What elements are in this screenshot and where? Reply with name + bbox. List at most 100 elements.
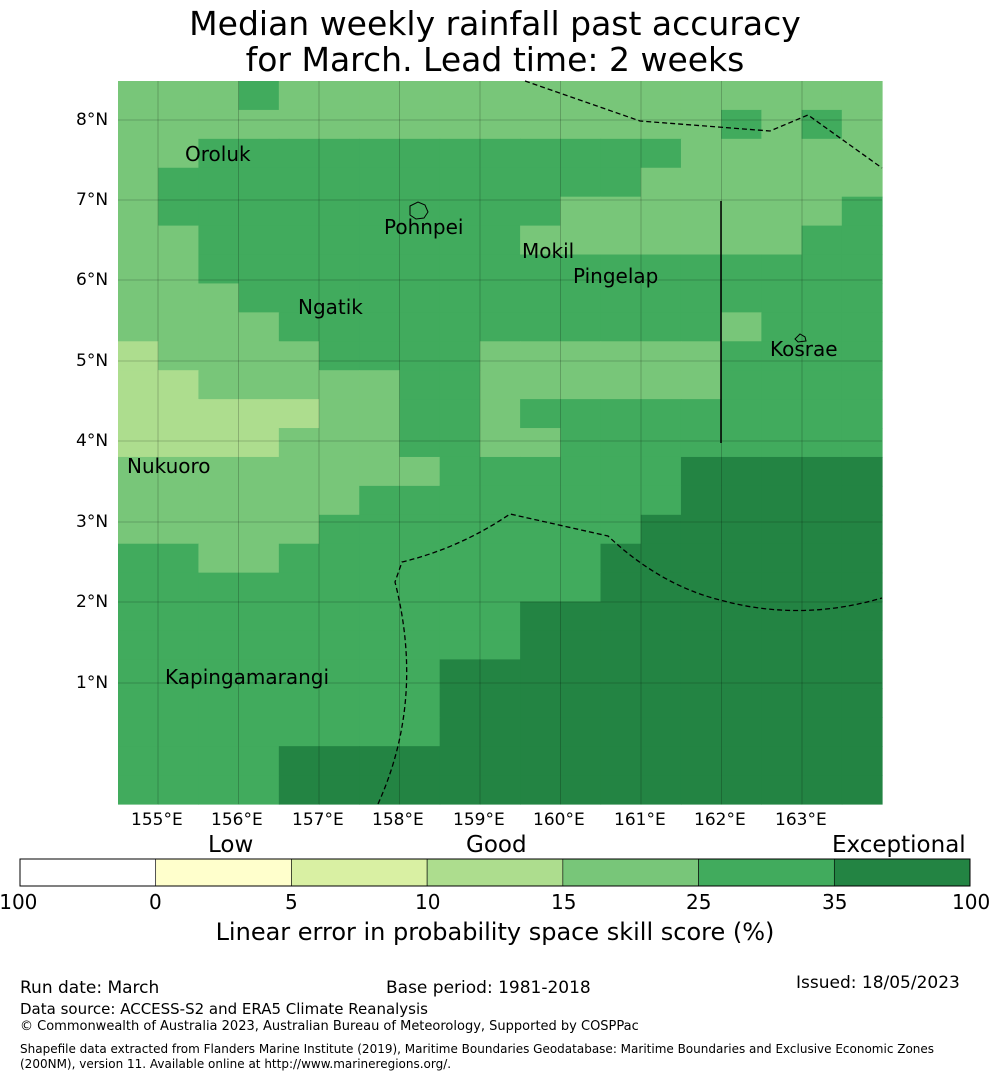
colorbar-segment bbox=[833, 858, 971, 887]
skill-cell bbox=[238, 196, 280, 227]
skill-cell bbox=[278, 456, 320, 487]
skill-cell bbox=[158, 254, 200, 285]
skill-cell bbox=[399, 717, 441, 747]
skill-cell bbox=[479, 688, 521, 718]
skill-cell bbox=[520, 81, 561, 111]
skill-cell bbox=[520, 601, 561, 632]
skill-cell bbox=[520, 283, 561, 313]
skill-cell bbox=[319, 456, 360, 487]
skill-cell bbox=[359, 428, 401, 458]
skill-cell bbox=[600, 717, 642, 747]
skill-cell bbox=[560, 138, 602, 169]
skill-cell bbox=[439, 428, 481, 458]
skill-cell bbox=[238, 399, 280, 429]
skill-cell bbox=[761, 254, 803, 285]
skill-cell bbox=[721, 428, 762, 458]
skill-cell bbox=[118, 428, 159, 458]
skill-cell bbox=[238, 428, 280, 458]
skill-cell bbox=[640, 370, 682, 400]
skill-cell bbox=[761, 138, 803, 169]
skill-cell bbox=[721, 746, 762, 776]
skill-cell bbox=[319, 514, 360, 545]
kosrae-island bbox=[794, 333, 807, 343]
skill-cell bbox=[158, 81, 200, 111]
skill-cell bbox=[278, 254, 320, 285]
skill-cell bbox=[238, 601, 280, 632]
skill-cell bbox=[721, 81, 762, 111]
skill-cell bbox=[238, 688, 280, 718]
skill-cell bbox=[479, 370, 521, 400]
lat-label-5n: 5°N bbox=[76, 351, 109, 371]
skill-cell bbox=[801, 81, 843, 111]
colorbar-frame bbox=[19, 858, 971, 887]
skill-cell bbox=[158, 138, 200, 169]
skill-cell bbox=[640, 254, 682, 285]
skill-cell bbox=[721, 138, 762, 169]
map-title: Median weekly rainfall past accuracy for… bbox=[0, 6, 990, 78]
skill-cell bbox=[841, 167, 883, 198]
skill-cell bbox=[399, 138, 441, 169]
skill-cell bbox=[761, 485, 803, 516]
skill-cell bbox=[600, 399, 642, 429]
skill-cell bbox=[761, 659, 803, 689]
skill-cell bbox=[238, 225, 280, 256]
skill-cell bbox=[479, 572, 521, 603]
skill-cell bbox=[319, 109, 360, 140]
place-ngatik: Ngatik bbox=[298, 295, 363, 319]
skill-cell bbox=[399, 399, 441, 429]
skill-cell bbox=[801, 138, 843, 169]
skill-cell bbox=[439, 283, 481, 313]
skill-cell bbox=[118, 717, 159, 747]
skill-cell bbox=[278, 514, 320, 545]
skill-cell bbox=[640, 167, 682, 198]
skill-cell bbox=[560, 543, 602, 574]
skill-cell bbox=[600, 109, 642, 140]
skill-cell bbox=[801, 370, 843, 400]
skill-cell bbox=[238, 109, 280, 140]
skill-cell bbox=[680, 601, 722, 632]
skill-cell bbox=[439, 138, 481, 169]
skill-cell bbox=[198, 341, 240, 371]
skill-cell bbox=[439, 775, 481, 805]
skill-cell bbox=[278, 138, 320, 169]
skill-cell bbox=[680, 514, 722, 545]
run-date: Run date: March bbox=[20, 978, 160, 998]
skill-cell bbox=[640, 601, 682, 632]
skill-cell bbox=[640, 688, 682, 718]
skill-cell bbox=[359, 514, 401, 545]
skill-cell bbox=[118, 746, 159, 776]
skill-cell bbox=[319, 167, 360, 198]
skill-cell bbox=[841, 514, 883, 545]
skill-cell bbox=[118, 254, 159, 285]
skill-cell bbox=[118, 572, 159, 603]
skill-cell bbox=[721, 485, 762, 516]
skill-cell bbox=[801, 254, 843, 285]
skill-cell bbox=[479, 775, 521, 805]
skill-cell bbox=[278, 543, 320, 574]
skill-cell bbox=[680, 688, 722, 718]
skill-cell bbox=[399, 775, 441, 805]
skill-cell bbox=[439, 399, 481, 429]
skill-cell bbox=[841, 370, 883, 400]
skill-cell bbox=[238, 341, 280, 371]
skill-cell bbox=[278, 601, 320, 632]
skill-cell bbox=[680, 630, 722, 660]
category-good: Good bbox=[466, 832, 527, 858]
skill-cell bbox=[198, 225, 240, 256]
skill-cell bbox=[439, 341, 481, 371]
skill-cell bbox=[680, 485, 722, 516]
skill-cell bbox=[560, 167, 602, 198]
skill-cell bbox=[198, 775, 240, 805]
skill-cell bbox=[841, 543, 883, 574]
skill-cell bbox=[560, 109, 602, 140]
skill-cell bbox=[801, 775, 843, 805]
colorbar-segment bbox=[562, 858, 699, 887]
tick-0: 0 bbox=[149, 890, 162, 914]
skill-cell bbox=[560, 370, 602, 400]
skill-cell bbox=[399, 283, 441, 313]
skill-cell bbox=[158, 746, 200, 776]
skill-cell bbox=[721, 399, 762, 429]
skill-cell bbox=[721, 717, 762, 747]
skill-cell bbox=[479, 746, 521, 776]
skill-cell bbox=[198, 283, 240, 313]
